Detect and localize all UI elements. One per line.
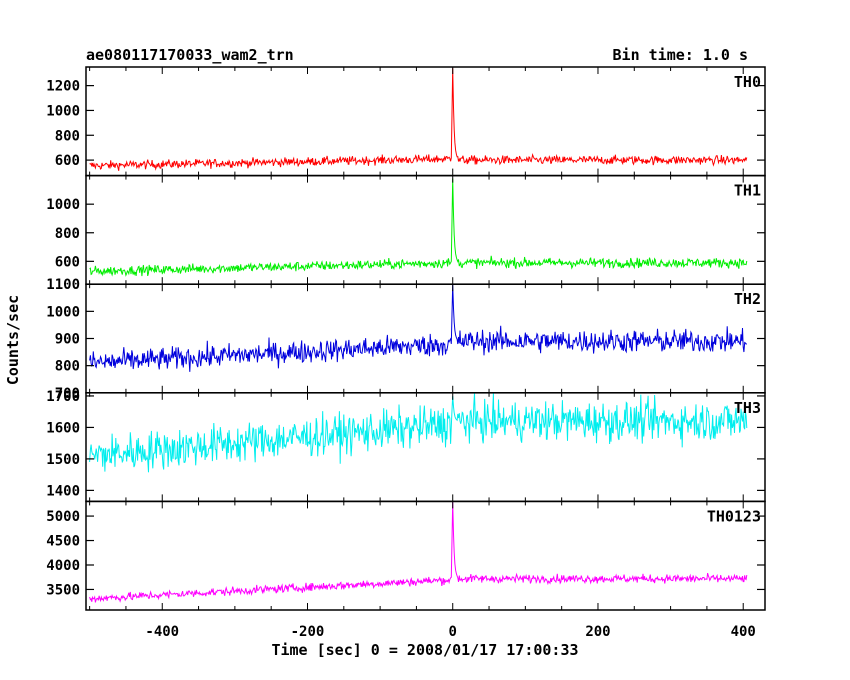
panel-name: TH1 — [734, 182, 761, 200]
y-axis-label: Counts/sec — [4, 295, 22, 385]
series-line-th0123 — [89, 501, 748, 603]
header-left-title: ae080117170033_wam2_trn — [86, 46, 294, 64]
series-line-th2 — [89, 284, 748, 372]
series-line-th0 — [89, 68, 748, 171]
y-tick-label: 1400 — [46, 483, 80, 499]
panel-th2: 700 800 900 1000 1100 TH2 — [46, 277, 766, 402]
panel-th0123: 3500 4000 4500 5000 TH0123 — [46, 500, 766, 611]
panel-name: TH0123 — [707, 507, 761, 525]
header-right-title: Bin time: 1.0 s — [613, 46, 748, 64]
y-tick-label: 5000 — [46, 509, 80, 525]
y-tick-label: 600 — [55, 153, 80, 169]
y-tick-label: 800 — [55, 226, 80, 242]
series-line-th1 — [89, 178, 748, 277]
panel-th1: 600 800 1000 TH1 — [46, 174, 766, 285]
x-tick-label: -200 — [291, 624, 325, 640]
y-tick-label: 600 — [55, 254, 80, 270]
y-tick-label: 1200 — [46, 79, 80, 95]
panel-name: TH3 — [734, 399, 761, 417]
x-axis-ticks: -400 -200 0 200 400 — [145, 624, 755, 640]
x-tick-label: 0 — [449, 624, 457, 640]
x-axis-label: Time [sec] 0 = 2008/01/17 17:00:33 — [271, 641, 578, 659]
y-tick-label: 1500 — [46, 452, 80, 468]
series-line-th3 — [89, 393, 748, 473]
panel-th3: 1400 1500 1600 1700 TH3 — [46, 389, 766, 503]
y-tick-label: 3500 — [46, 582, 80, 598]
panels-group: 600 800 1000 1200 TH0 600 800 1000 TH1 700 800 900 1… — [46, 66, 766, 611]
x-tick-label: 400 — [731, 624, 756, 640]
y-tick-label: 1100 — [46, 277, 80, 293]
y-tick-label: 800 — [55, 359, 80, 375]
panel-frame — [85, 283, 766, 394]
y-tick-label: 4000 — [46, 558, 80, 574]
y-tick-label: 1000 — [46, 103, 80, 119]
y-tick-label: 1600 — [46, 420, 80, 436]
x-tick-label: -400 — [145, 624, 179, 640]
y-tick-label: 1000 — [46, 304, 80, 320]
y-tick-label: 700 — [55, 386, 80, 402]
y-tick-label: 900 — [55, 332, 80, 348]
y-tick-label: 1000 — [46, 197, 80, 213]
x-tick-label: 200 — [585, 624, 610, 640]
panel-frame — [85, 500, 766, 611]
panel-name: TH2 — [734, 290, 761, 308]
y-tick-label: 1700 — [46, 389, 80, 405]
y-tick-label: 800 — [55, 128, 80, 144]
panel-name: TH0 — [734, 73, 761, 91]
y-tick-label: 4500 — [46, 534, 80, 550]
panel-th0: 600 800 1000 1200 TH0 — [46, 66, 766, 177]
